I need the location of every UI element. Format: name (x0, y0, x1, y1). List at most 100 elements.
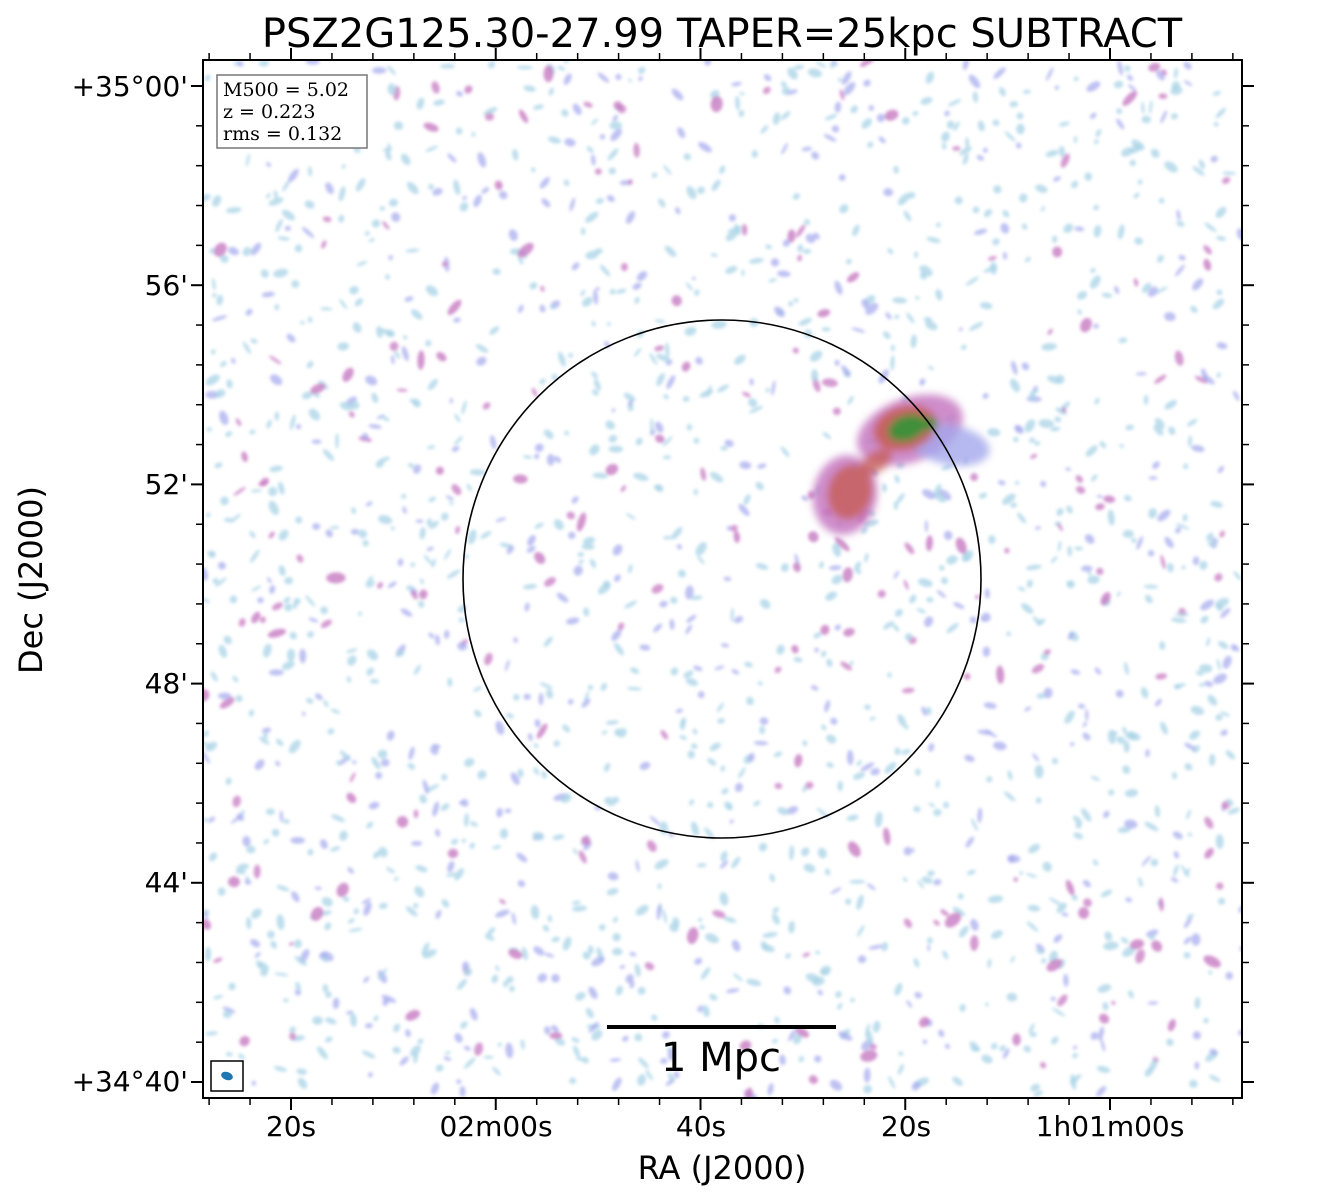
noise-clump (576, 512, 587, 532)
noise-clump (508, 948, 523, 959)
noise-blob (1002, 251, 1008, 260)
noise-blob (635, 904, 649, 916)
noise-blob (364, 231, 370, 236)
noise-blob (1154, 417, 1165, 430)
noise-blob (1100, 889, 1113, 898)
noise-blob (311, 439, 322, 444)
noise-blob (1156, 70, 1165, 81)
noise-blob (913, 805, 921, 813)
noise-blob (1013, 877, 1019, 882)
noise-blob (411, 590, 418, 600)
noise-blob (534, 443, 544, 453)
noise-blob (232, 795, 241, 808)
noise-blob (699, 924, 705, 930)
noise-blob (830, 717, 838, 725)
noise-blob (773, 751, 783, 758)
noise-blob (1192, 166, 1205, 176)
noise-blob (1023, 89, 1031, 94)
noise-blob (1147, 550, 1155, 557)
noise-blob (1124, 789, 1139, 798)
noise-blob (933, 879, 942, 886)
noise-blob (426, 546, 434, 552)
noise-blob (970, 473, 979, 482)
noise-blob (662, 455, 672, 460)
noise-blob (1073, 76, 1079, 82)
noise-blob (591, 956, 605, 967)
noise-blob (418, 600, 425, 608)
noise-blob (653, 623, 663, 633)
noise-blob (474, 1042, 484, 1056)
noise-blob (838, 77, 842, 83)
noise-blob (205, 1031, 219, 1036)
noise-blob (1014, 480, 1020, 485)
noise-blob (821, 650, 827, 658)
noise-blob (792, 347, 799, 354)
noise-blob (693, 437, 700, 444)
noise-blob (476, 356, 487, 366)
noise-clump (241, 451, 248, 463)
noise-blob (561, 109, 569, 117)
noise-blob (1042, 861, 1052, 872)
noise-blob (1035, 797, 1042, 804)
noise-blob (404, 296, 414, 302)
noise-blob (451, 838, 459, 845)
noise-blob (531, 167, 536, 173)
noise-blob (531, 387, 538, 397)
noise-blob (539, 378, 546, 385)
noise-blob (789, 845, 795, 861)
noise-blob (875, 811, 883, 828)
noise-clump (807, 531, 819, 543)
noise-blob (524, 602, 530, 612)
noise-clump (342, 367, 354, 382)
noise-clump (1012, 1033, 1021, 1046)
noise-blob (831, 574, 843, 585)
noise-blob (788, 301, 794, 307)
noise-blob (914, 991, 922, 999)
noise-blob (1061, 407, 1067, 413)
noise-blob (276, 885, 290, 892)
noise-blob (928, 743, 935, 752)
noise-blob (322, 984, 329, 993)
noise-blob (1207, 694, 1218, 706)
noise-blob (361, 433, 369, 441)
noise-blob (694, 957, 703, 965)
noise-blob (1187, 435, 1193, 447)
noise-blob (1024, 706, 1032, 712)
noise-blob (611, 947, 623, 956)
noise-blob (315, 693, 323, 701)
noise-clump (791, 644, 799, 654)
noise-blob (1157, 509, 1171, 522)
noise-blob (760, 941, 769, 950)
noise-blob (671, 526, 683, 540)
noise-blob (453, 317, 461, 323)
noise-blob (663, 165, 672, 175)
noise-blob (1215, 834, 1224, 849)
noise-blob (947, 99, 962, 107)
noise-blob (984, 588, 990, 599)
noise-blob (1158, 897, 1164, 912)
noise-blob (385, 151, 392, 161)
noise-blob (219, 410, 229, 426)
noise-blob (985, 1002, 989, 1007)
noise-blob (337, 342, 349, 351)
noise-blob (903, 210, 912, 222)
noise-blob (780, 446, 790, 458)
noise-blob (246, 845, 256, 854)
noise-blob (625, 974, 634, 984)
noise-blob (425, 145, 438, 152)
noise-blob (970, 918, 979, 931)
noise-blob (513, 637, 518, 643)
noise-blob (387, 83, 397, 96)
noise-blob (797, 244, 804, 253)
noise-blob (864, 704, 871, 710)
noise-blob (1024, 419, 1036, 433)
noise-blob (365, 1023, 373, 1029)
noise-blob (358, 529, 368, 539)
noise-blob (348, 928, 363, 932)
noise-blob (814, 1055, 822, 1063)
noise-blob (611, 408, 616, 413)
noise-blob (1146, 929, 1159, 937)
noise-blob (687, 750, 695, 759)
noise-blob (739, 461, 752, 470)
noise-blob (348, 411, 355, 418)
